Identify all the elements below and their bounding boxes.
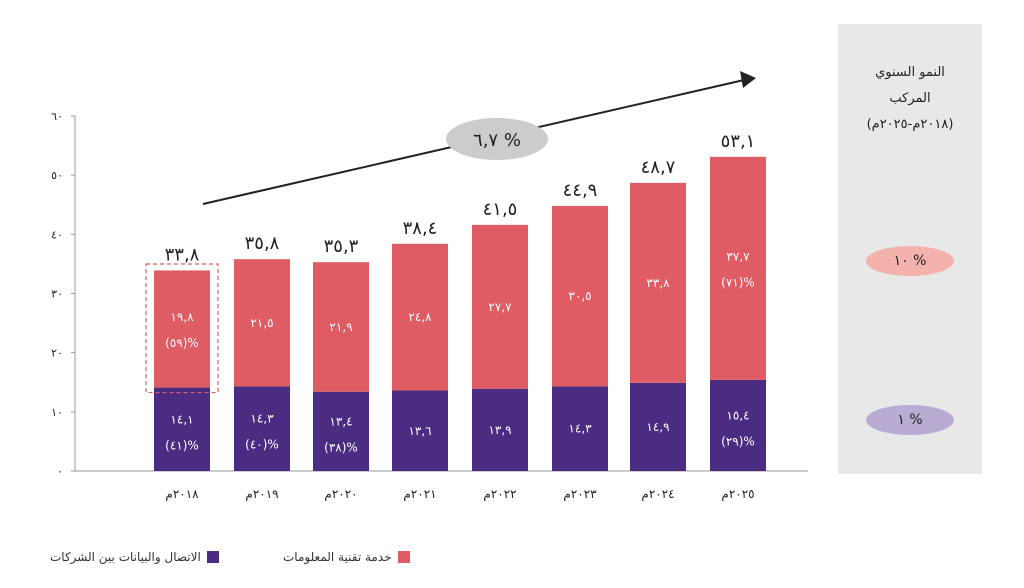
bar-communications-value: ١٣,٦ <box>408 424 431 438</box>
trend-cagr-label: ٦,٧ % <box>473 130 521 151</box>
y-tick-label: ٤٠ <box>51 228 63 241</box>
bar-it-services <box>710 156 766 380</box>
x-category-label: ٢٠١٨م <box>165 487 199 501</box>
y-tick-label: ٦٠ <box>51 110 63 123</box>
bar-it-services-share: (٥٩)% <box>165 336 199 350</box>
bar-communications <box>313 391 369 471</box>
bar-it-services-share: (٧١)% <box>721 275 755 289</box>
bar-it-services-value: ٣٣,٨ <box>646 276 670 290</box>
bar-total-label: ٣٣,٨ <box>165 244 200 265</box>
bar-it-services <box>392 243 448 391</box>
bar-it-services-value: ٣٧,٧ <box>726 249 750 263</box>
communications-cagr-pill: ١ % <box>866 405 954 435</box>
bar-total-label: ٣٥,٣ <box>324 236 359 257</box>
bar-communications-value: ١٣,٤ <box>329 414 352 428</box>
x-category-label: ٢٠٢١م <box>403 487 436 501</box>
cagr-title: النمو السنوي المركب (٢٠١٨م-٢٠٢٥م) <box>838 60 982 138</box>
bar-communications <box>630 382 686 471</box>
bar-total-label: ٤٤,٩ <box>563 180 598 201</box>
legend-it-services: خدمة تقنية المعلومات <box>283 550 410 564</box>
bar-communications-value: ١٤,٣ <box>250 412 274 426</box>
bar-communications-share: (٢٩)% <box>721 434 755 448</box>
bar-total-label: ٣٥,٨ <box>245 233 280 254</box>
x-category-label: ٢٠٢٠م <box>324 487 357 501</box>
bar-communications-value: ١٤,٣ <box>568 422 592 436</box>
y-tick-label: ٢٠ <box>51 347 63 360</box>
x-category-label: ٢٠٢٢م <box>483 487 516 501</box>
legend-communications: الاتصال والبيانات بين الشركات <box>50 550 219 564</box>
cagr-title-line-1: النمو السنوي <box>875 65 945 80</box>
bar-communications-value: ١٣,٩ <box>488 423 511 437</box>
bar-communications-share: (٤٠)% <box>245 438 279 452</box>
bar-it-services-value: ٢٧,٧ <box>488 300 512 314</box>
y-tick-label: ٣٠ <box>51 288 63 301</box>
x-category-label: ٢٠١٩م <box>245 487 278 501</box>
legend-it-services-swatch <box>397 551 410 563</box>
y-tick-label: ٠ <box>57 465 63 478</box>
highlight-box <box>145 263 219 394</box>
bar-total-label: ٣٨,٤ <box>403 218 438 239</box>
legend-it-services-label: خدمة تقنية المعلومات <box>283 550 392 564</box>
legend-communications-label: الاتصال والبيانات بين الشركات <box>50 550 201 564</box>
legend-communications-swatch <box>206 551 219 563</box>
bar-communications <box>234 386 290 471</box>
bar-communications-share: (٣٨)% <box>324 440 358 454</box>
cagr-title-line-2: المركب <box>889 91 931 106</box>
bar-it-services-value: ٣٠,٥ <box>568 289 591 303</box>
bar-communications <box>392 390 448 471</box>
bar-communications <box>472 388 528 471</box>
trend-arrow-head <box>740 71 756 88</box>
bar-communications-value: ١٤,٩ <box>646 420 669 434</box>
bar-it-services-value: ١٩,٨ <box>170 310 194 324</box>
y-tick-label: ١٠ <box>51 406 63 419</box>
trend-cagr-oval <box>446 118 548 160</box>
bar-communications <box>552 386 608 471</box>
bar-it-services <box>472 224 528 389</box>
bar-total-label: ٥٣,١ <box>721 131 756 152</box>
bar-it-services-value: ٢٤,٨ <box>408 310 432 324</box>
cagr-panel: النمو السنوي المركب (٢٠١٨م-٢٠٢٥م) ١٠ % ١… <box>838 24 982 474</box>
bar-communications-value: ١٤,١ <box>170 412 193 426</box>
cagr-title-line-3: (٢٠١٨م-٢٠٢٥م) <box>866 117 954 132</box>
it-services-cagr-pill: ١٠ % <box>866 246 954 276</box>
x-category-label: ٢٠٢٥م <box>721 487 754 501</box>
bar-communications <box>710 379 766 471</box>
bar-it-services-value: ٢١,٩ <box>329 320 352 334</box>
x-category-label: ٢٠٢٤م <box>641 487 674 501</box>
bar-it-services <box>313 262 369 392</box>
bar-total-label: ٤٨,٧ <box>641 157 676 178</box>
bar-communications <box>154 387 210 471</box>
x-category-label: ٢٠٢٣م <box>563 487 597 501</box>
bar-it-services <box>154 270 210 388</box>
bar-total-label: ٤١,٥ <box>483 199 518 220</box>
bar-it-services <box>234 259 290 387</box>
bar-communications-value: ١٥,٤ <box>726 408 749 422</box>
bar-it-services <box>552 205 608 387</box>
y-tick-label: ٥٠ <box>51 169 63 182</box>
bar-communications-share: (٤١)% <box>165 438 199 452</box>
bar-it-services <box>630 182 686 383</box>
bar-it-services-value: ٢١,٥ <box>250 316 273 330</box>
